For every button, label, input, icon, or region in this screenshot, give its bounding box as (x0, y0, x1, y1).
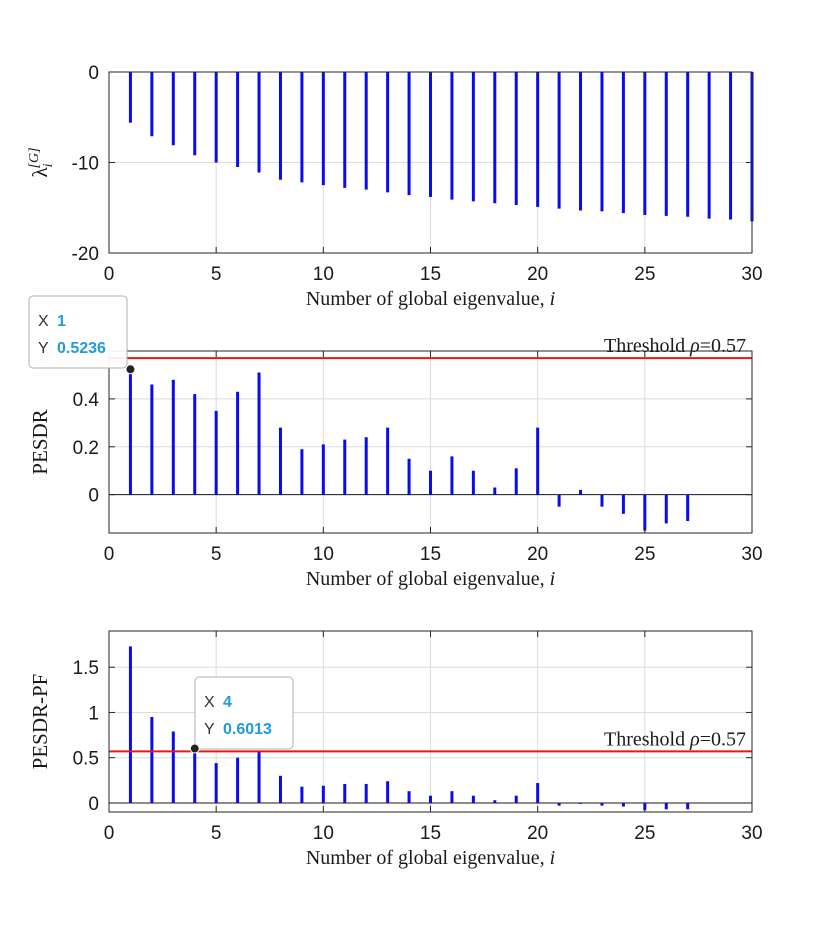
chart2-x-tick-label-5: 25 (634, 823, 655, 844)
chart2-x-tick-label-4: 20 (527, 823, 548, 844)
chart1-datatip-box (28, 295, 128, 369)
chart0-x-tick-label-4: 20 (527, 264, 548, 285)
chart2-x-tick-label-3: 15 (420, 823, 441, 844)
chart1-y-tick-label-1: 0.2 (73, 438, 99, 459)
chart2-datatip-x-value: 4 (223, 694, 232, 711)
chart-pesdrpf: Threshold ρ=0.57 0 5 10 15 20 25 30 0 0.5 1 1.5 Numb… (28, 630, 763, 869)
chart1-datatip-x-value: 1 (57, 313, 66, 330)
chart1-x-tick-label-0: 0 (104, 544, 115, 565)
chart1-x-tick-label-5: 25 (634, 544, 655, 565)
chart1-x-tick-label-1: 5 (211, 544, 222, 565)
chart-lambda: 0 5 10 15 20 25 30 -20 -10 0 Number of global eige… (27, 63, 763, 310)
chart1-datatip[interactable]: X 1Y 0.5236 (28, 295, 136, 375)
chart1-datatip-y-label: Y (38, 340, 49, 357)
chart1-x-tick-label-4: 20 (527, 544, 548, 565)
chart2-datatip[interactable]: X 4Y 0.6013 (189, 676, 294, 754)
chart1-threshold-label: Threshold ρ=0.57 (604, 335, 746, 357)
chart1-y-axis-label: PESDR (28, 409, 52, 474)
chart2-threshold-label: Threshold ρ=0.57 (604, 728, 746, 750)
chart0-x-tick-label-1: 5 (211, 264, 222, 285)
chart2-datatip-y-label: Y (204, 721, 215, 738)
chart2-y-tick-label-3: 1.5 (73, 658, 99, 679)
chart2-datatip-x-label: X (204, 694, 215, 711)
chart2-y-axis-label: PESDR-PF (28, 674, 52, 770)
chart2-x-tick-label-0: 0 (104, 823, 115, 844)
chart1-y-tick-label-0: 0 (88, 486, 99, 507)
chart0-y-axis-label: λi[G] (27, 147, 56, 177)
chart-pesdr: Threshold ρ=0.57 0 5 10 15 20 25 30 0 0.2 0.4 Numbe… (28, 335, 763, 590)
chart2-y-tick-label-0: 0 (88, 794, 99, 815)
chart2-datatip-box (194, 676, 294, 750)
chart0-x-axis-label: Number of global eigenvalue, i (306, 288, 555, 310)
chart1-datatip-x-label: X (38, 313, 49, 330)
chart1-y-tick-label-2: 0.4 (73, 390, 100, 411)
chart0-y-tick-label-0: -20 (72, 244, 99, 265)
chart0-x-tick-label-6: 30 (741, 264, 762, 285)
chart0-x-tick-label-3: 15 (420, 264, 441, 285)
chart1-x-tick-label-6: 30 (741, 544, 762, 565)
chart2-datatip-y-value: 0.6013 (223, 721, 272, 738)
chart2-x-axis-label: Number of global eigenvalue, i (306, 847, 555, 869)
chart0-x-tick-label-5: 25 (634, 264, 655, 285)
chart2-datatip-marker[interactable] (189, 743, 200, 754)
chart2-y-tick-label-1: 0.5 (73, 749, 99, 770)
chart2-x-tick-label-1: 5 (211, 823, 222, 844)
chart0-y-tick-label-1: -10 (72, 154, 99, 175)
chart2-y-tick-label-2: 1 (88, 703, 99, 724)
chart1-datatip-y-value: 0.5236 (57, 340, 106, 357)
chart2-x-tick-label-2: 10 (313, 823, 334, 844)
chart1-x-tick-label-3: 15 (420, 544, 441, 565)
chart0-y-tick-label-2: 0 (88, 63, 99, 84)
chart1-x-tick-label-2: 10 (313, 544, 334, 565)
chart2-x-tick-label-6: 30 (741, 823, 762, 844)
chart0-x-tick-label-2: 10 (313, 264, 334, 285)
chart1-x-axis-label: Number of global eigenvalue, i (306, 568, 555, 590)
chart0-x-tick-label-0: 0 (104, 264, 115, 285)
chart1-datatip-marker[interactable] (125, 364, 136, 375)
